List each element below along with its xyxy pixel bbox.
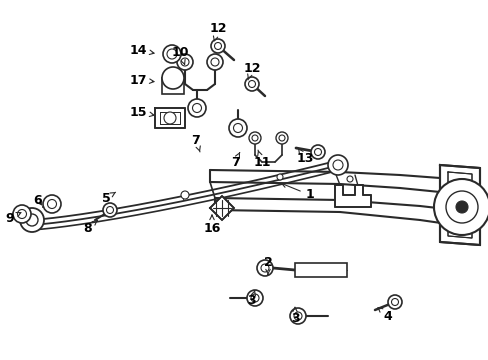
- Text: 7: 7: [191, 134, 200, 152]
- Text: 2: 2: [263, 256, 272, 274]
- Circle shape: [275, 132, 287, 144]
- Circle shape: [293, 312, 302, 320]
- Circle shape: [246, 290, 263, 306]
- Circle shape: [177, 54, 193, 70]
- Circle shape: [310, 145, 325, 159]
- Circle shape: [233, 123, 242, 132]
- Circle shape: [210, 39, 224, 53]
- Polygon shape: [447, 172, 471, 238]
- Circle shape: [332, 160, 342, 170]
- Circle shape: [228, 119, 246, 137]
- Polygon shape: [334, 185, 370, 207]
- Circle shape: [391, 298, 398, 306]
- Text: 11: 11: [253, 150, 270, 168]
- Circle shape: [18, 210, 26, 219]
- Polygon shape: [209, 196, 234, 220]
- Circle shape: [261, 264, 268, 272]
- Circle shape: [167, 49, 177, 59]
- Text: 8: 8: [83, 220, 97, 234]
- Circle shape: [163, 45, 181, 63]
- Circle shape: [192, 104, 201, 112]
- Polygon shape: [439, 165, 479, 245]
- Circle shape: [47, 199, 57, 208]
- Text: 9: 9: [6, 211, 21, 225]
- Polygon shape: [160, 112, 180, 124]
- Text: 15: 15: [129, 105, 154, 118]
- Circle shape: [387, 295, 401, 309]
- Text: 6: 6: [34, 194, 42, 207]
- Text: 7: 7: [230, 153, 239, 168]
- Circle shape: [248, 81, 255, 87]
- Text: 16: 16: [203, 215, 220, 234]
- Circle shape: [455, 201, 467, 213]
- Circle shape: [289, 308, 305, 324]
- Text: 10: 10: [171, 45, 188, 64]
- Circle shape: [210, 58, 219, 66]
- Circle shape: [43, 195, 61, 213]
- Bar: [162, 78, 183, 94]
- Circle shape: [163, 112, 176, 124]
- Text: 5: 5: [102, 192, 115, 204]
- Circle shape: [103, 203, 117, 217]
- Circle shape: [13, 205, 31, 223]
- Circle shape: [206, 54, 223, 70]
- Circle shape: [257, 260, 272, 276]
- Polygon shape: [155, 108, 184, 128]
- Circle shape: [327, 155, 347, 175]
- Circle shape: [314, 148, 321, 156]
- Text: 1: 1: [281, 183, 314, 202]
- Circle shape: [346, 176, 352, 182]
- Text: 17: 17: [129, 73, 154, 86]
- Circle shape: [279, 135, 285, 141]
- Circle shape: [214, 42, 221, 49]
- Text: 4: 4: [377, 307, 391, 323]
- Circle shape: [181, 191, 189, 199]
- Text: 14: 14: [129, 44, 154, 57]
- Text: 3: 3: [247, 291, 256, 306]
- Circle shape: [276, 174, 283, 180]
- Circle shape: [433, 179, 488, 235]
- Text: 13: 13: [296, 149, 313, 165]
- Circle shape: [181, 58, 189, 66]
- Circle shape: [445, 191, 477, 223]
- Circle shape: [248, 132, 261, 144]
- Circle shape: [250, 294, 259, 302]
- Circle shape: [251, 135, 258, 141]
- Circle shape: [106, 207, 113, 213]
- Text: 3: 3: [290, 307, 299, 324]
- Text: 12: 12: [243, 62, 260, 80]
- Circle shape: [162, 67, 183, 89]
- Circle shape: [26, 214, 38, 226]
- Bar: [294, 263, 346, 277]
- Circle shape: [20, 208, 44, 232]
- Circle shape: [244, 77, 259, 91]
- Text: 12: 12: [209, 22, 226, 41]
- Circle shape: [187, 99, 205, 117]
